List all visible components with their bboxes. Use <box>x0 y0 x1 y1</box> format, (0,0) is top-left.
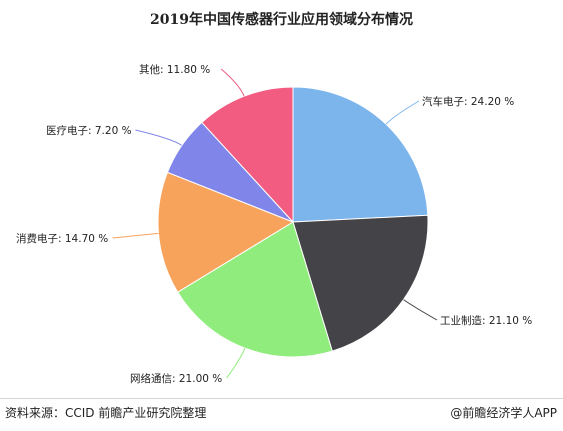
pie-slices <box>157 86 429 358</box>
leader-line-2 <box>403 299 438 321</box>
footer: 资料来源：CCID 前瞻产业研究院整理 @前瞻经济学人APP <box>0 398 563 431</box>
slice-label-3: 网络通信: 21.00 % <box>130 372 222 385</box>
pie-chart: 汽车电子: 24.20 % 工业制造: 21.10 % 网络通信: 21.00 % 消… <box>16 63 532 385</box>
leader-line-1 <box>385 100 420 125</box>
leader-lines <box>112 68 438 379</box>
source-note: 资料来源：CCID 前瞻产业研究院整理 <box>5 406 207 420</box>
slice-label-5: 医疗电子: 7.20 % <box>46 124 132 137</box>
leader-line-3 <box>226 347 246 379</box>
leader-line-6 <box>220 68 245 97</box>
slice-labels: 汽车电子: 24.20 % 工业制造: 21.10 % 网络通信: 21.00 % 消… <box>16 63 532 385</box>
pie-slice-6 <box>201 86 294 224</box>
leader-line-4 <box>112 232 159 239</box>
pie-slice-4 <box>157 171 295 293</box>
pie-slice-1 <box>292 86 429 223</box>
leader-line-5 <box>135 129 183 146</box>
pie-slice-2 <box>292 214 429 352</box>
slice-label-6: 其他: 11.80 % <box>139 63 210 76</box>
chart-title: 2019年中国传感器行业应用领域分布情况 <box>150 12 413 28</box>
brand-credit: @前瞻经济学人APP <box>450 406 557 420</box>
slice-label-1: 汽车电子: 24.20 % <box>422 95 514 108</box>
slice-label-4: 消费电子: 14.70 % <box>16 232 108 245</box>
slice-label-2: 工业制造: 21.10 % <box>440 314 532 327</box>
pie-slice-3 <box>176 221 333 358</box>
